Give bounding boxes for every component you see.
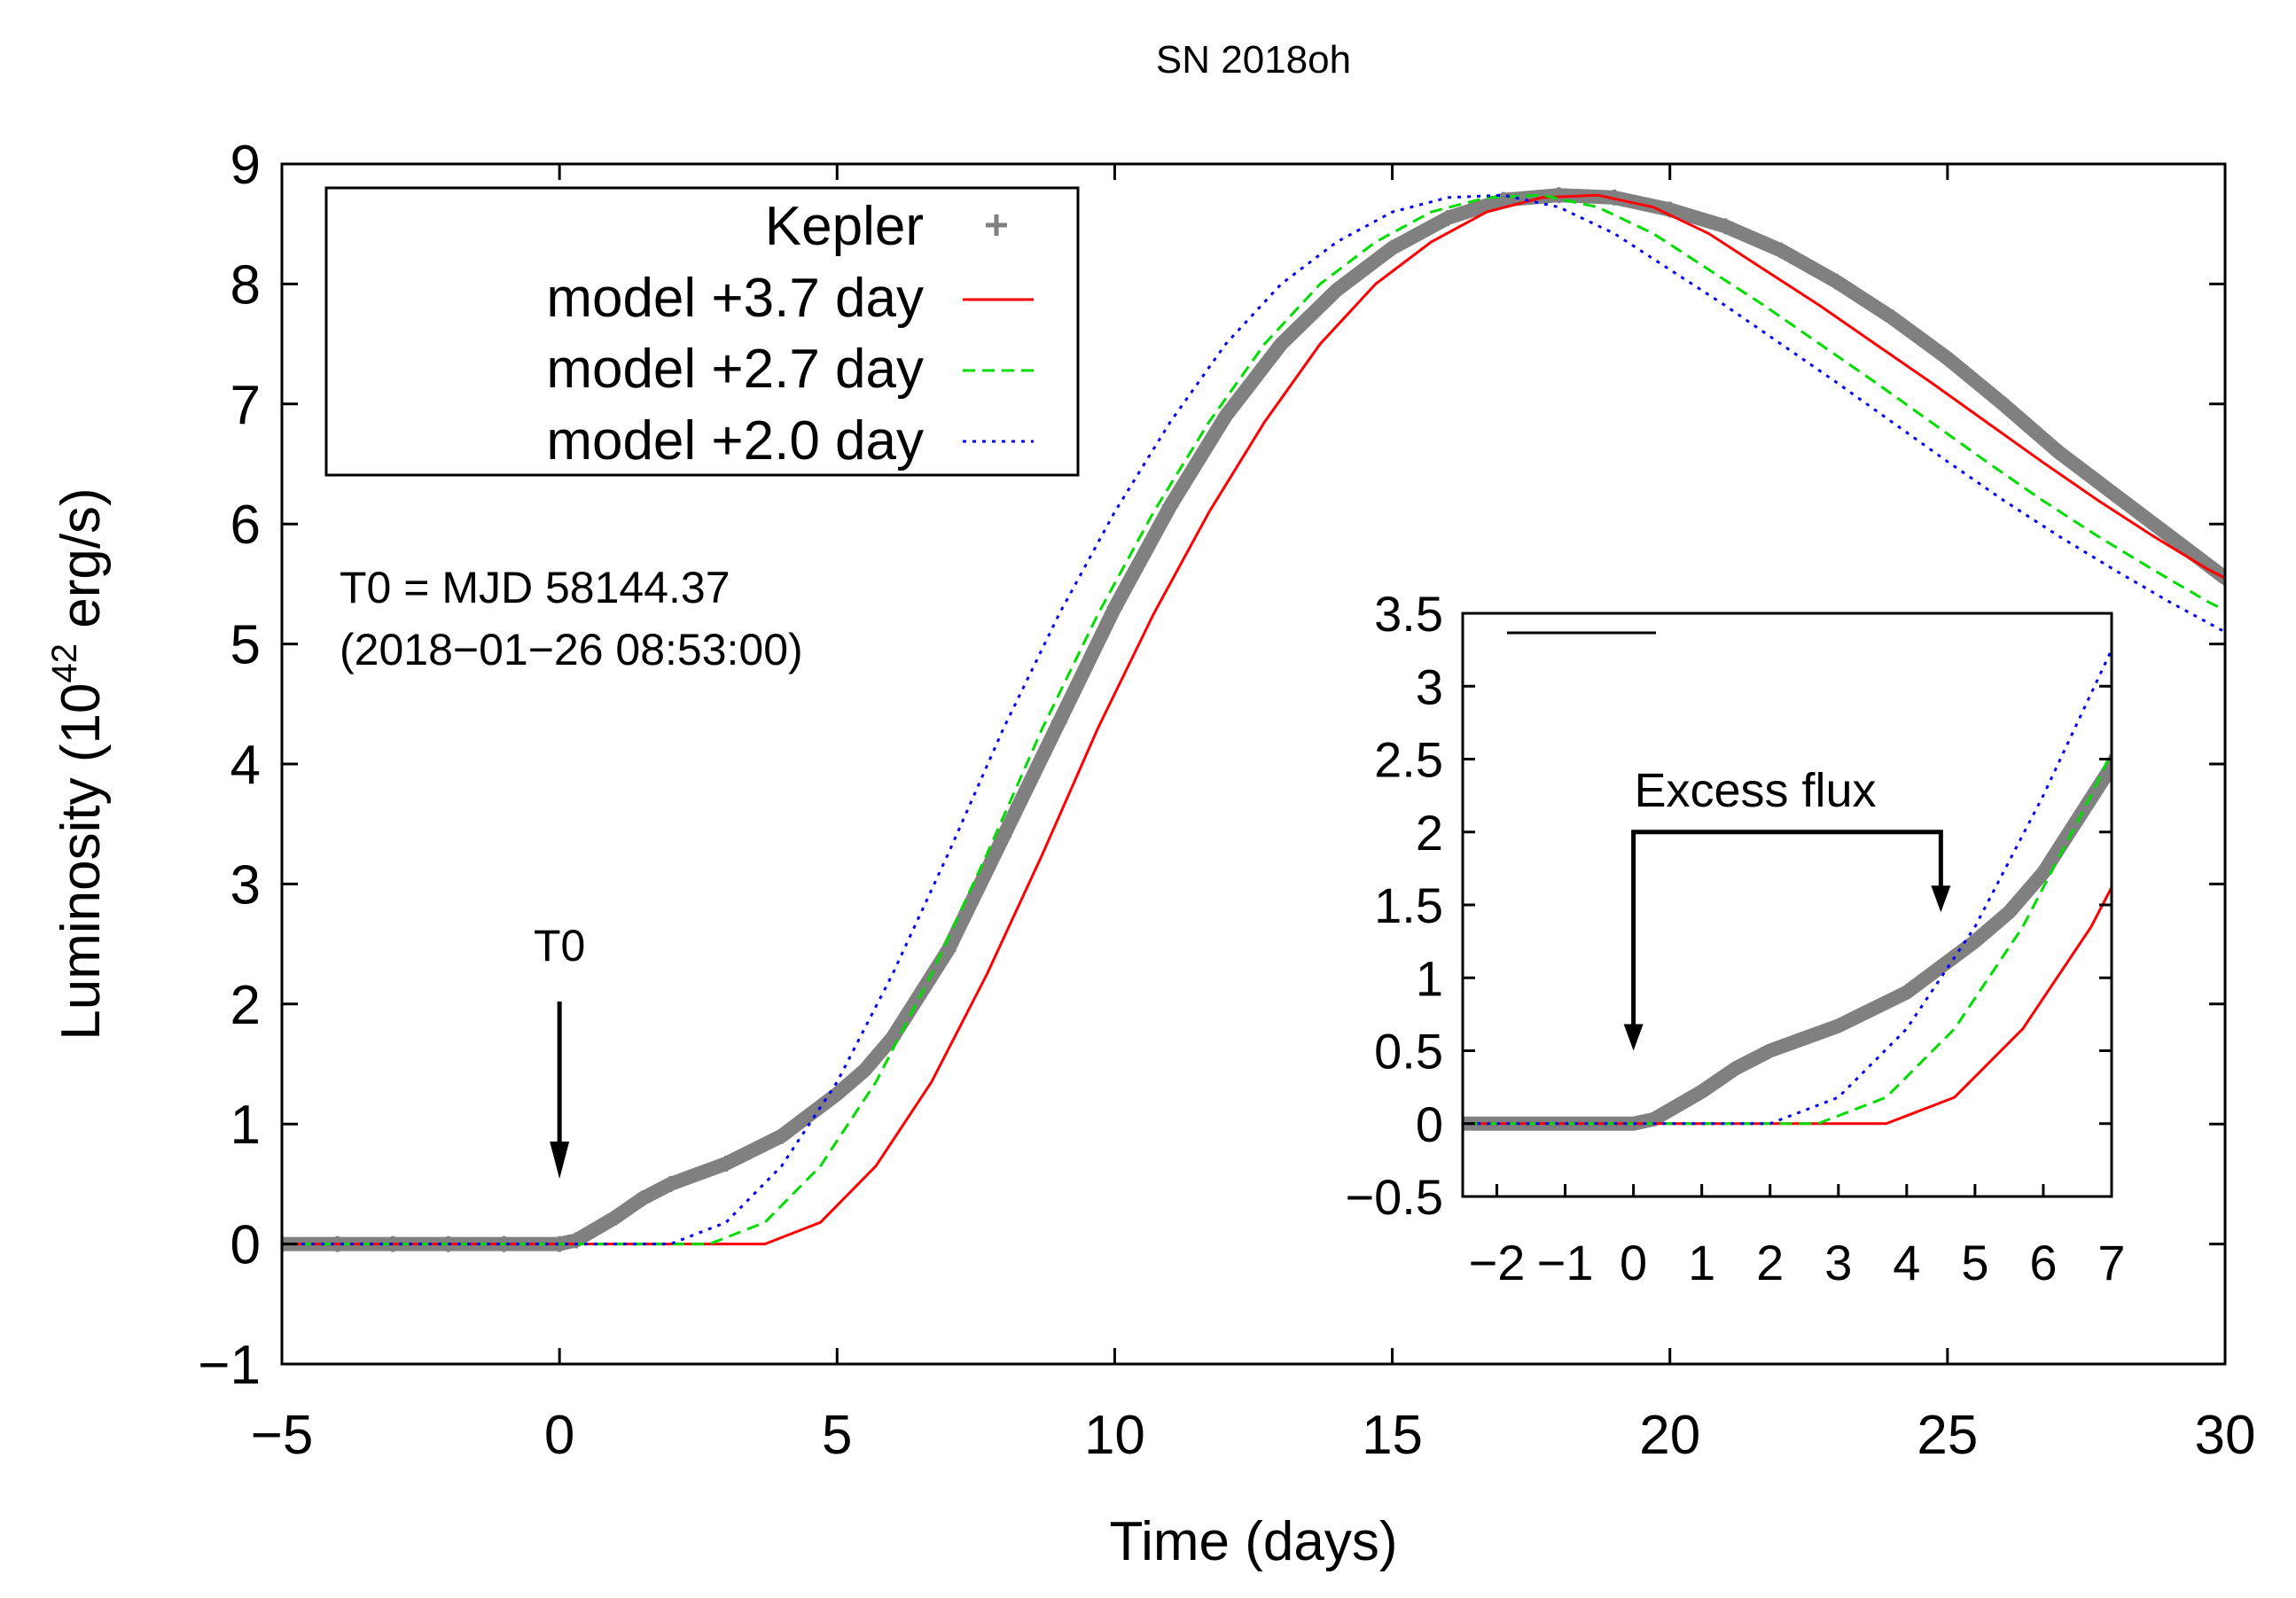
inset-x-tick-label: −2 — [1469, 1235, 1526, 1290]
kepler-data-point — [1217, 408, 1234, 425]
y-tick-label: 1 — [230, 1095, 261, 1156]
kepler-data-point — [1328, 282, 1345, 299]
inset-x-tick-label: 4 — [1893, 1235, 1920, 1290]
x-tick-label: 0 — [544, 1405, 574, 1466]
legend-label-model-3-7: model +3.7 day — [546, 268, 924, 329]
inset-x-tick-label: −1 — [1537, 1235, 1594, 1290]
kepler-data-point — [1772, 242, 1789, 259]
kepler-data-point — [2217, 570, 2225, 587]
kepler-data-point — [996, 828, 1012, 845]
kepler-data-point — [1384, 239, 1401, 256]
kepler-data-point — [2105, 486, 2122, 503]
x-axis-label: Time (days) — [1110, 1511, 1398, 1572]
inset-y-tick-label: 3.5 — [1374, 586, 1443, 642]
t0-arrow-label: T0 — [534, 921, 585, 970]
kepler-data-point — [1884, 309, 1901, 326]
y-axis-label-main: Luminosity (10 — [51, 683, 112, 1041]
excess-flux-arrow-head-right — [1931, 885, 1951, 913]
legend-label-model-2-7: model +2.7 day — [546, 339, 924, 400]
y-tick-label: 6 — [230, 495, 261, 556]
y-tick-label: 9 — [230, 135, 261, 196]
kepler-data-point — [1550, 187, 1567, 204]
x-tick-label: 20 — [1639, 1405, 1700, 1466]
series-line-m20 — [282, 193, 2225, 1246]
x-tick-label: 15 — [1362, 1405, 1423, 1466]
inset-x-tick-label: 6 — [2029, 1235, 2057, 1290]
kepler-data-point — [662, 1175, 679, 1192]
excess-flux-label: Excess flux — [1634, 764, 1876, 817]
legend-box — [324, 186, 1080, 477]
t0-date-annotation: (2018−01−26 08:53:00) — [340, 625, 803, 674]
excess-flux-arrow-head-left — [1623, 1024, 1644, 1051]
legend-label-kepler: Kepler — [765, 196, 924, 257]
kepler-data-point — [940, 941, 957, 958]
series-line-m27 — [282, 193, 2225, 1246]
y-tick-label: 8 — [230, 254, 261, 316]
inset-x-tick-label: 0 — [1620, 1235, 1647, 1290]
inset-y-tick-label: 0 — [1416, 1096, 1443, 1152]
x-tick-label: −5 — [251, 1405, 314, 1466]
inset-y-tick-label: 1.5 — [1374, 877, 1443, 933]
legend-label-model-2-0: model +2.0 day — [546, 410, 924, 472]
y-axis-label-unit: erg/s) — [51, 487, 112, 643]
kepler-data-point — [829, 1086, 846, 1103]
y-tick-label: −1 — [198, 1335, 261, 1396]
y-tick-label: 7 — [230, 375, 261, 436]
kepler-data-point — [718, 1155, 735, 1172]
kepler-data-point — [1939, 350, 1956, 367]
kepler-data-point — [1440, 209, 1456, 226]
inset-background — [1463, 613, 2112, 1197]
kepler-data-point — [2050, 443, 2067, 460]
kepler-data-point — [773, 1127, 790, 1144]
y-tick-label: 2 — [230, 975, 261, 1036]
y-tick-label: 5 — [230, 615, 261, 676]
inset-x-tick-label: 5 — [1961, 1235, 1988, 1290]
t0-mjd-annotation: T0 = MJD 58144.37 — [340, 563, 730, 612]
y-axis-label: Luminosity (1042 erg/s) — [45, 487, 112, 1040]
kepler-data-point — [2161, 527, 2178, 544]
inset-x-tick-label: 7 — [2097, 1235, 2125, 1290]
kepler-data-point — [1273, 336, 1290, 353]
legend-sample-kepler — [986, 214, 1007, 236]
inset-y-tick-label: 2.5 — [1374, 732, 1443, 788]
inset-x-tick-label: 3 — [1824, 1235, 1852, 1290]
inset-y-tick-label: 1 — [1416, 950, 1443, 1006]
kepler-data-point — [1050, 713, 1067, 730]
excess-flux-bracket — [1631, 830, 1943, 1028]
x-tick-label: 25 — [1917, 1405, 1978, 1466]
kepler-data-point — [1106, 599, 1123, 616]
inset-x-tick-label: 1 — [1688, 1235, 1715, 1290]
kepler-data-point — [1717, 218, 1734, 235]
kepler-data-point — [884, 1029, 901, 1046]
inset-y-tick-label: 0.5 — [1374, 1024, 1443, 1080]
y-tick-label: 3 — [230, 854, 261, 916]
kepler-data-point — [1162, 497, 1179, 514]
series-line-m37 — [282, 193, 2225, 1246]
x-tick-label: 5 — [822, 1405, 852, 1466]
y-tick-label: 0 — [230, 1215, 261, 1276]
inset-series-kepler-band — [1463, 750, 2112, 1131]
y-tick-label: 4 — [230, 735, 261, 796]
inset-y-tick-label: −0.5 — [1345, 1169, 1443, 1225]
t0-arrow-head — [550, 1142, 570, 1179]
chart-title: SN 2018oh — [1156, 38, 1351, 82]
x-tick-label: 30 — [2195, 1405, 2256, 1466]
inset-y-tick-label: 3 — [1416, 659, 1443, 714]
kepler-data-point — [567, 1232, 584, 1249]
inset-series-line-m27 — [1463, 748, 2112, 1126]
kepler-data-point — [635, 1190, 652, 1207]
x-tick-label: 10 — [1084, 1405, 1145, 1466]
kepler-data-point — [606, 1209, 623, 1226]
kepler-data-point — [1495, 191, 1511, 208]
kepler-data-point — [856, 1062, 873, 1079]
kepler-data-point — [1995, 395, 2011, 412]
y-axis-label-exponent: 42 — [45, 643, 84, 683]
inset-y-tick-label: 2 — [1416, 805, 1443, 861]
kepler-data-point — [1828, 273, 1845, 290]
inset-x-tick-label: 2 — [1756, 1235, 1784, 1290]
